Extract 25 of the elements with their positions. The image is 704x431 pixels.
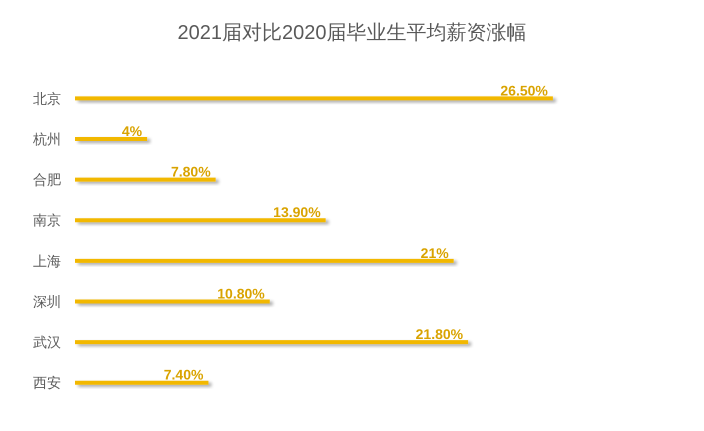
y-tick-label: 合肥 <box>33 172 61 188</box>
data-label: 21% <box>420 244 450 261</box>
bar <box>75 218 326 222</box>
y-tick-label: 上海 <box>33 252 61 269</box>
bar <box>75 380 208 385</box>
y-tick-label: 深圳 <box>33 293 61 310</box>
data-label: 21.80% <box>416 326 464 342</box>
bar <box>75 96 553 100</box>
y-tick-label: 武汉 <box>33 334 61 350</box>
data-label: 13.90% <box>273 204 322 220</box>
bar <box>75 258 454 263</box>
data-label: 7.40% <box>164 366 204 383</box>
y-tick-label: 杭州 <box>32 130 61 147</box>
data-label: 4% <box>122 122 143 139</box>
bar <box>75 178 216 182</box>
y-tick-label: 西安 <box>33 374 61 391</box>
bar <box>75 340 468 344</box>
data-label: 26.50% <box>500 82 548 98</box>
bar <box>75 299 270 304</box>
data-label: 10.80% <box>217 285 266 302</box>
y-tick-label: 南京 <box>33 212 61 228</box>
bar <box>75 136 148 141</box>
y-tick-label: 北京 <box>33 90 61 106</box>
data-label: 7.80% <box>170 164 212 180</box>
chart-title: 2021届对比2020届毕业生平均薪资涨幅 <box>178 22 526 44</box>
